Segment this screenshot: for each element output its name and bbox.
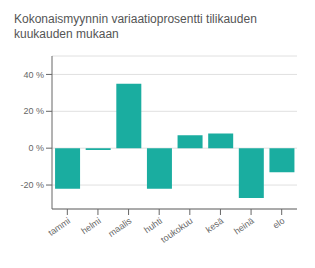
svg-text:kesä: kesä (204, 216, 225, 235)
svg-text:elo: elo (271, 216, 287, 231)
svg-text:heinä: heinä (232, 216, 256, 237)
html-text:Kokonaismyynnin variaatioprose: Kokonaismyynnin variaatioprosentti tilik… (14, 12, 257, 41)
svg-text:20 %: 20 % (23, 106, 44, 116)
svg-text:tammi: tammi (46, 216, 72, 238)
svg-text:huhti: huhti (142, 216, 164, 235)
svg-text:-20 %: -20 % (20, 180, 44, 190)
svg-text:0 %: 0 % (28, 143, 44, 153)
svg-text:toukokuu: toukokuu (159, 216, 195, 245)
svg-text:40 %: 40 % (23, 70, 44, 80)
svg-text:helmi: helmi (79, 216, 102, 237)
svg-text:maalis: maalis (106, 215, 133, 238)
